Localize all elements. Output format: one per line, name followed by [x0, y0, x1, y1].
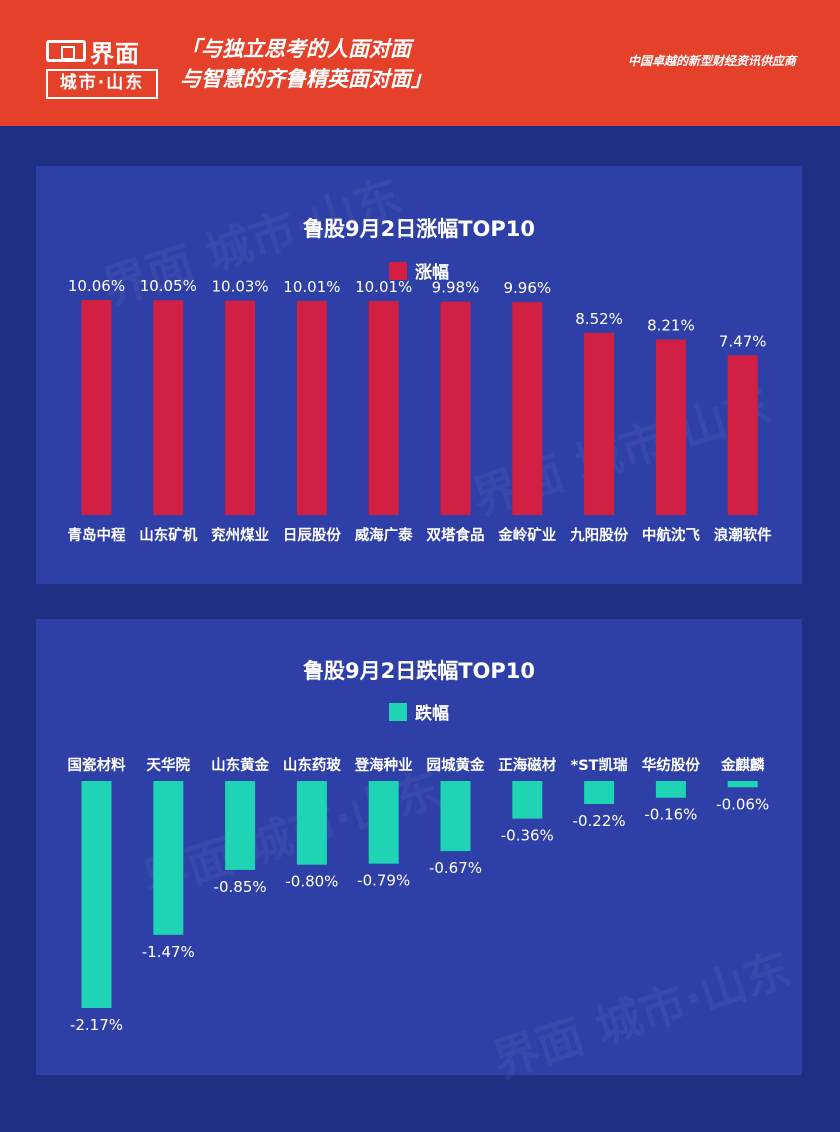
losers-bar-chart: -2.17% 国瓷材料 -1.47% 天华院 -0.85% 山东黄金 -0.80% 山东药玻 -… — [68, 756, 770, 1034]
gainer-bar — [368, 301, 399, 515]
gainers-legend-swatch — [389, 261, 407, 280]
loser-value-label: -0.67% — [429, 859, 482, 877]
loser-category-label: 园城黄金 — [427, 756, 485, 774]
loser-value-label: -0.36% — [501, 827, 554, 845]
gainer-value-label: 10.03% — [211, 278, 268, 296]
gainer-bar — [296, 301, 327, 515]
gainer-value-label: 10.05% — [140, 277, 197, 295]
gainer-bar — [81, 300, 112, 515]
loser-bar — [655, 781, 686, 798]
loser-category-label: 天华院 — [147, 756, 191, 774]
loser-value-label: -0.80% — [285, 873, 338, 891]
losers-legend-label: 跌幅 — [415, 704, 449, 724]
gainer-bar — [153, 300, 184, 515]
logo-mark-icon — [46, 40, 86, 62]
gainer-category-label: 日辰股份 — [283, 526, 341, 544]
losers-legend: 跌幅 — [36, 699, 802, 724]
gainers-chart-panel: 界面 城市·山东 界面 城市·山东 鲁股9月2日涨幅TOP10 涨幅 10.06… — [36, 166, 802, 584]
gainers-chart-title: 鲁股9月2日涨幅TOP10 — [302, 217, 535, 241]
gainer-bar — [584, 332, 615, 515]
loser-value-label: -1.47% — [142, 943, 195, 961]
slogan-line-1: 「与独立思考的人面对面 — [180, 37, 411, 61]
gainer-category-label: 兖州煤业 — [211, 526, 269, 544]
logo-name: 界面 — [90, 39, 140, 68]
gainer-value-label: 7.47% — [719, 332, 767, 350]
loser-value-label: -0.79% — [357, 872, 410, 890]
tagline: 中国卓越的新型财经资讯供应商 — [627, 54, 796, 68]
gainer-bar — [655, 339, 686, 515]
gainer-bar — [727, 355, 758, 515]
gainers-legend-label: 涨幅 — [415, 263, 449, 283]
loser-category-label: 登海种业 — [354, 756, 413, 774]
logo-city: 城市·山东 — [46, 69, 158, 99]
losers-legend-swatch — [389, 702, 407, 721]
gainer-value-label: 10.01% — [283, 278, 340, 296]
gainer-bar — [225, 300, 256, 515]
loser-category-label: 金麒麟 — [720, 756, 765, 774]
gainer-value-label: 9.96% — [503, 279, 551, 297]
loser-bar — [153, 781, 184, 935]
gainer-value-label: 10.06% — [68, 277, 125, 295]
slogan-line-2: 与智慧的齐鲁精英面对面」 — [180, 67, 432, 91]
loser-value-label: -0.22% — [573, 812, 626, 830]
loser-category-label: *ST凯瑞 — [571, 756, 628, 774]
losers-chart-title: 鲁股9月2日跌幅TOP10 — [302, 659, 535, 683]
gainers-bar-chart: 10.06% 青岛中程 10.05% 山东矿机 10.03% 兖州煤业 10.01% 日辰股份… — [68, 277, 773, 544]
loser-category-label: 山东药玻 — [283, 756, 341, 774]
loser-category-label: 国瓷材料 — [68, 756, 126, 774]
loser-bar — [584, 781, 615, 805]
loser-category-label: 山东黄金 — [211, 756, 269, 774]
loser-bar — [727, 781, 758, 788]
loser-value-label: -0.06% — [716, 795, 769, 813]
gainer-value-label: 8.52% — [575, 310, 623, 328]
gainer-category-label: 山东矿机 — [139, 526, 197, 544]
gainer-value-label: 9.98% — [432, 279, 480, 297]
gainers-legend: 涨幅 — [36, 258, 802, 283]
loser-bar — [225, 781, 256, 870]
brand-logo: 界面 城市·山东 — [46, 36, 158, 99]
gainer-category-label: 威海广泰 — [355, 526, 413, 544]
gainer-category-label: 浪潮软件 — [714, 526, 772, 544]
gainer-category-label: 青岛中程 — [68, 526, 126, 544]
gainer-value-label: 10.01% — [355, 278, 412, 296]
loser-bar — [440, 781, 471, 852]
gainer-bar — [512, 302, 543, 515]
loser-bar — [512, 781, 543, 819]
losers-chart-panel: 界面 城市·山东 界面 城市·山东 鲁股9月2日跌幅TOP10 跌幅 -2.17… — [36, 619, 802, 1088]
gainer-bar — [440, 301, 471, 515]
loser-bar — [296, 781, 327, 865]
gainer-category-label: 中航沈飞 — [642, 526, 700, 544]
loser-value-label: -0.16% — [644, 806, 697, 824]
gainer-category-label: 双塔食品 — [427, 526, 485, 544]
loser-category-label: 华纺股份 — [642, 756, 700, 774]
gainer-value-label: 8.21% — [647, 317, 695, 335]
loser-value-label: -0.85% — [214, 878, 267, 896]
loser-bar — [368, 781, 399, 864]
slogan: 「与独立思考的人面对面 与智慧的齐鲁精英面对面」 — [180, 34, 432, 94]
loser-category-label: 正海磁材 — [498, 756, 556, 774]
loser-value-label: -2.17% — [70, 1016, 123, 1034]
loser-bar — [81, 781, 112, 1008]
gainer-category-label: 九阳股份 — [569, 526, 628, 544]
gainer-category-label: 金岭矿业 — [497, 526, 556, 544]
header-banner: 界面 城市·山东 「与独立思考的人面对面 与智慧的齐鲁精英面对面」 中国卓越的新… — [0, 0, 840, 126]
